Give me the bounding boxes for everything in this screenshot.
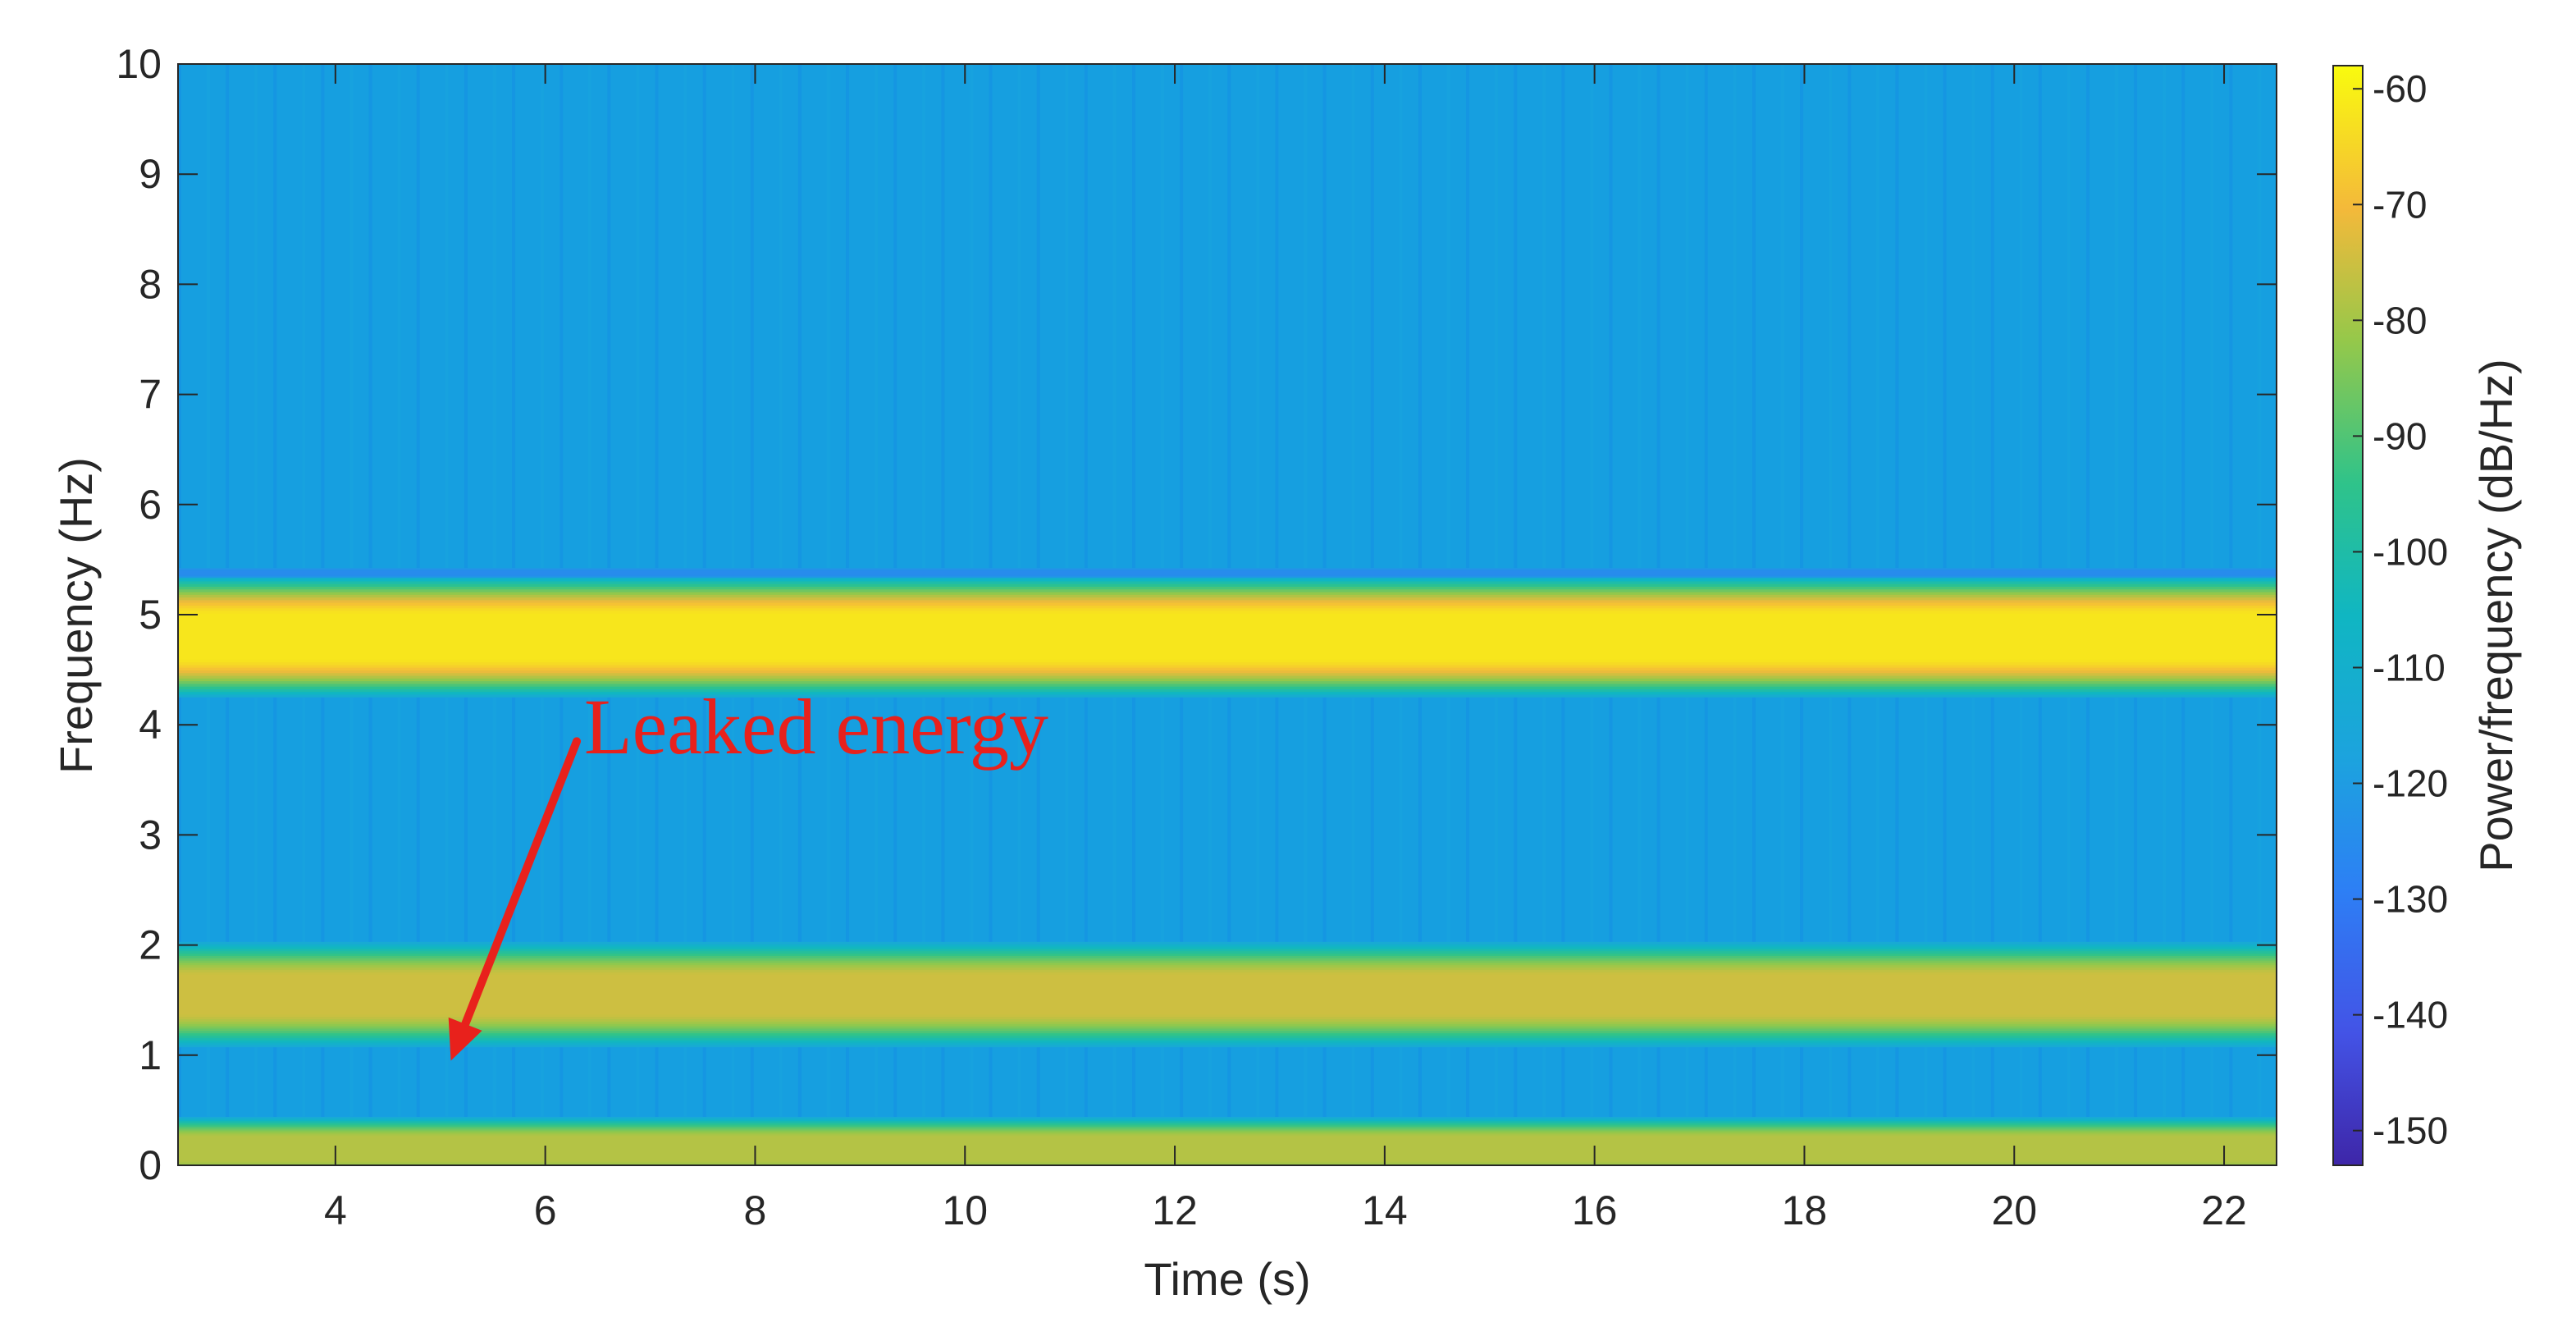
colorbar-tick-label: -90 [2373, 414, 2427, 457]
y-axis: 0 1 2 3 4 5 6 7 8 9 10 [116, 41, 2277, 1188]
band-layer [178, 974, 2277, 1015]
x-tick-label: 12 [1152, 1187, 1198, 1233]
y-tick-label: 3 [139, 812, 162, 858]
y-tick-label: 10 [116, 41, 162, 87]
x-tick-label: 22 [2201, 1187, 2247, 1233]
colorbar-tick-label: -130 [2373, 878, 2448, 921]
colorbar-gradient [2332, 65, 2364, 1166]
x-tick-label: 16 [1572, 1187, 1618, 1233]
y-tick-label: 2 [139, 922, 162, 968]
y-axis-label: Frequency (Hz) [50, 457, 102, 774]
y-tick-label: 7 [139, 372, 162, 418]
colorbar-ticks: -60 -70 -80 -90 -100 -110 -120 -130 -140 -150 [2353, 67, 2448, 1152]
colorbar-tick-label: -140 [2373, 994, 2448, 1036]
colorbar-label: Power/frequency (dB/Hz) [2470, 359, 2522, 872]
x-tick-label: 4 [324, 1187, 347, 1233]
x-tick-label: 20 [1991, 1187, 2037, 1233]
colorbar-tick-label: -100 [2373, 530, 2448, 573]
x-tick-label: 14 [1362, 1187, 1408, 1233]
annotation-arrow [461, 737, 582, 1028]
y-tick-label: 8 [139, 261, 162, 307]
x-tick-label: 8 [744, 1187, 767, 1233]
y-tick-label: 5 [139, 592, 162, 638]
x-axis: 4 6 8 10 12 14 16 18 20 22 [324, 64, 2247, 1233]
colorbar-tick-label: -150 [2373, 1110, 2448, 1152]
colorbar-tick-label: -80 [2373, 299, 2427, 341]
band-layer [178, 1137, 2277, 1161]
plot-area [178, 64, 2277, 1165]
y-tick-label: 0 [139, 1142, 162, 1188]
y-tick-label: 1 [139, 1032, 162, 1078]
colorbar-tick-label: -70 [2373, 183, 2427, 226]
colorbar: -60 -70 -80 -90 -100 -110 -120 -130 -140 -150 Pow… [2332, 65, 2522, 1166]
x-tick-label: 18 [1782, 1187, 1828, 1233]
colorbar-tick-label: -60 [2373, 67, 2427, 110]
band-layer [178, 570, 2277, 575]
y-tick-label: 4 [139, 702, 162, 748]
annotation-text: Leaked energy [584, 683, 1048, 771]
x-axis-label: Time (s) [1144, 1253, 1310, 1305]
annotation-arrow-head [448, 1017, 482, 1061]
y-tick-label: 9 [139, 151, 162, 197]
y-tick-label: 6 [139, 482, 162, 528]
spectral-bands [178, 568, 2277, 1165]
band-layer [178, 613, 2277, 660]
colorbar-tick-label: -110 [2373, 646, 2446, 689]
annotation: Leaked energy [448, 683, 1048, 1061]
colorbar-tick-label: -120 [2373, 762, 2448, 805]
x-tick-label: 10 [942, 1187, 988, 1233]
x-tick-label: 6 [534, 1187, 557, 1233]
